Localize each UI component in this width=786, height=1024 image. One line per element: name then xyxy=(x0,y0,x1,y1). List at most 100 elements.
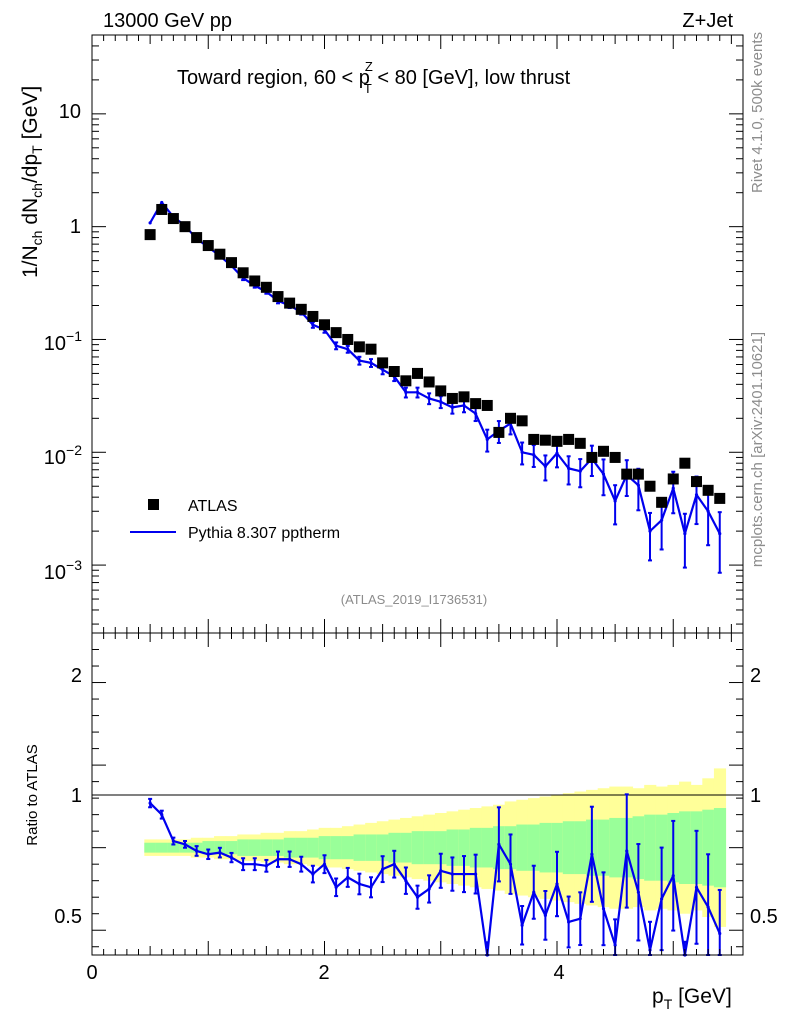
ratio-band-inner xyxy=(551,822,564,873)
pythia-point xyxy=(369,361,373,365)
ratio-point xyxy=(636,890,640,894)
ratio-band-inner xyxy=(539,822,552,873)
y-tick-label: 1 xyxy=(70,216,81,238)
ratio-band-inner xyxy=(597,819,610,876)
atlas-point xyxy=(644,480,656,492)
ratio-point xyxy=(334,885,338,889)
chart-title: Toward region, 60 < pZ T < 80 [GeV], low … xyxy=(177,59,571,96)
atlas-point xyxy=(714,492,726,504)
ratio-point xyxy=(474,872,478,876)
ratio-point xyxy=(392,862,396,866)
ratio-band-inner xyxy=(283,837,296,858)
atlas-point xyxy=(679,457,691,469)
ratio-band-inner xyxy=(167,842,180,853)
ratio-band-inner xyxy=(318,836,331,860)
ratio-point xyxy=(590,852,594,856)
atlas-point xyxy=(458,391,470,403)
pythia-point xyxy=(474,412,478,416)
atlas-point xyxy=(632,468,644,480)
ratio-band-inner xyxy=(609,817,622,878)
x-axis-label: pT [GeV] xyxy=(652,985,732,1012)
atlas-point xyxy=(586,451,598,463)
atlas-point xyxy=(353,341,365,353)
energy-label: 13000 GeV pp xyxy=(103,10,232,32)
atlas-point xyxy=(214,248,226,260)
ratio-band-inner xyxy=(423,831,436,865)
atlas-point xyxy=(307,310,319,322)
ratio-line xyxy=(149,802,721,957)
pythia-point xyxy=(578,469,582,473)
mcplots-label: mcplots.cern.ch [arXiv:2401.10621] xyxy=(749,332,766,567)
pythia-point xyxy=(718,532,722,536)
pythia-point xyxy=(567,466,571,470)
ratio-band-inner xyxy=(574,821,587,875)
ratio-band-inner xyxy=(411,831,424,865)
pythia-point xyxy=(601,472,606,476)
y-tick-label: 10−1 xyxy=(44,328,82,355)
ratio-point xyxy=(299,862,303,866)
pythia-line xyxy=(149,201,721,535)
pythia-point xyxy=(613,499,617,503)
ratio-point xyxy=(206,852,210,856)
ratio-point xyxy=(427,887,431,891)
y-tick-label: 10−3 xyxy=(44,557,82,584)
ratio-band-inner xyxy=(225,841,238,855)
pythia-point xyxy=(450,405,454,409)
pythia-point xyxy=(532,453,536,457)
atlas-point xyxy=(249,275,261,287)
pythia-point xyxy=(485,437,489,442)
main-data-layer xyxy=(144,200,726,574)
ratio-band-inner xyxy=(307,837,320,858)
atlas-point xyxy=(505,412,516,424)
ratio-point xyxy=(346,875,350,879)
ratio-band-inner xyxy=(260,839,273,856)
ratio-point xyxy=(625,849,629,853)
ratio-band-inner xyxy=(365,834,378,861)
main-panel-frame xyxy=(91,34,744,634)
ratio-point xyxy=(264,864,268,868)
legend-atlas-label: ATLAS xyxy=(188,498,238,515)
ratio-point xyxy=(369,885,373,889)
x-tick-label: 4 xyxy=(553,962,564,984)
ratio-band-inner xyxy=(237,839,250,856)
atlas-point xyxy=(528,433,540,445)
ratio-y-axis-label: Ratio to ATLAS xyxy=(24,744,41,845)
atlas-point xyxy=(563,433,575,445)
ratio-point xyxy=(694,885,699,889)
atlas-point xyxy=(272,291,284,303)
atlas-point xyxy=(574,437,586,449)
pythia-point xyxy=(694,493,699,497)
ratio-point xyxy=(578,917,582,921)
atlas-point xyxy=(470,398,482,410)
atlas-point xyxy=(702,484,714,496)
pythia-point xyxy=(636,483,640,487)
ratio-point xyxy=(229,855,234,860)
ratio-band-inner xyxy=(272,839,285,856)
ratio-band-inner xyxy=(713,808,727,888)
atlas-point xyxy=(481,399,493,411)
pythia-point xyxy=(683,532,687,536)
ratio-band-inner xyxy=(702,809,715,886)
pythia-point xyxy=(357,358,361,363)
ratio-point xyxy=(415,895,420,899)
atlas-point xyxy=(551,435,563,447)
ratio-point xyxy=(241,862,245,866)
process-label: Z+Jet xyxy=(682,10,733,32)
pythia-point xyxy=(148,221,152,225)
pythia-point xyxy=(660,518,664,522)
legend-pythia-label: Pythia 8.307 pptherm xyxy=(188,525,340,542)
ratio-point xyxy=(288,857,292,861)
atlas-point xyxy=(435,385,447,397)
ratio-point xyxy=(660,897,664,901)
atlas-point xyxy=(144,229,156,241)
atlas-point xyxy=(330,327,342,339)
atlas-point xyxy=(202,240,214,252)
legend-atlas-marker xyxy=(148,499,159,510)
ratio-point xyxy=(462,872,466,876)
ratio-point xyxy=(148,801,152,805)
ratio-band-inner xyxy=(202,841,215,855)
ratio-point xyxy=(706,905,710,909)
ratio-point xyxy=(404,879,408,883)
atlas-point xyxy=(377,357,389,369)
